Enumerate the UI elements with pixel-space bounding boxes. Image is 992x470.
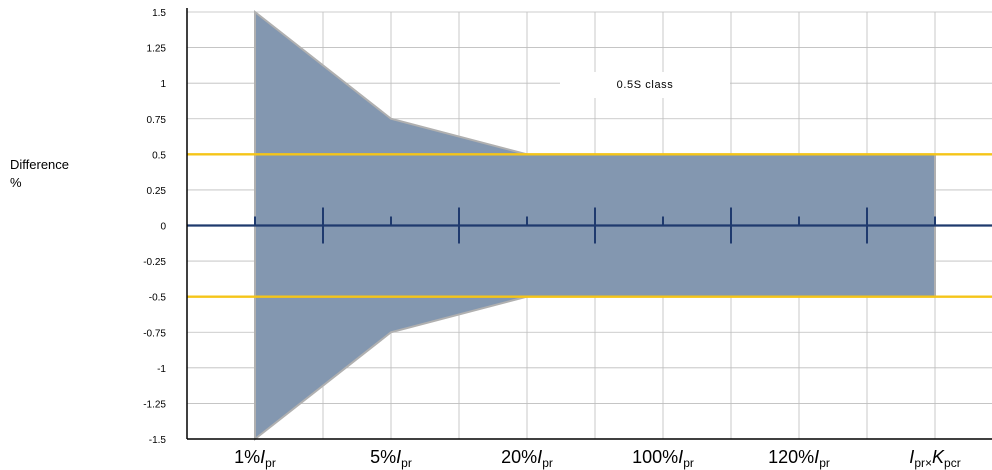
y-tick-label: -1: [157, 364, 166, 375]
x-tick-label: Ipr×Kpcr: [909, 447, 960, 470]
x-tick-label: 1%Ipr: [234, 447, 276, 470]
y-tick-label: 1: [160, 79, 166, 90]
y-tick-label: -0.5: [149, 293, 167, 304]
y-tick-label: 0: [160, 222, 166, 233]
y-tick-label: 1.5: [152, 8, 166, 19]
y-tick-label: 1.25: [147, 44, 167, 55]
y-tick-label: -1.5: [149, 435, 167, 446]
y-tick-label: 0.5: [152, 150, 166, 161]
y-axis-label: Difference %: [10, 156, 69, 192]
y-tick-label: 0.75: [147, 115, 167, 126]
y-tick-label: -0.25: [143, 257, 166, 268]
y-axis-label-line2: %: [10, 175, 22, 190]
x-tick-label: 5%Ipr: [370, 447, 412, 470]
x-tick-label: 100%Ipr: [632, 447, 694, 470]
x-tick-label: 20%Ipr: [501, 447, 553, 470]
y-tick-label: 0.25: [147, 186, 167, 197]
y-axis-label-line1: Difference: [10, 157, 70, 172]
x-tick-label: 120%Ipr: [768, 447, 830, 470]
class-annotation: 0.5S class: [560, 72, 730, 98]
y-tick-label: -1.25: [143, 399, 166, 410]
y-tick-label: -0.75: [143, 328, 166, 339]
